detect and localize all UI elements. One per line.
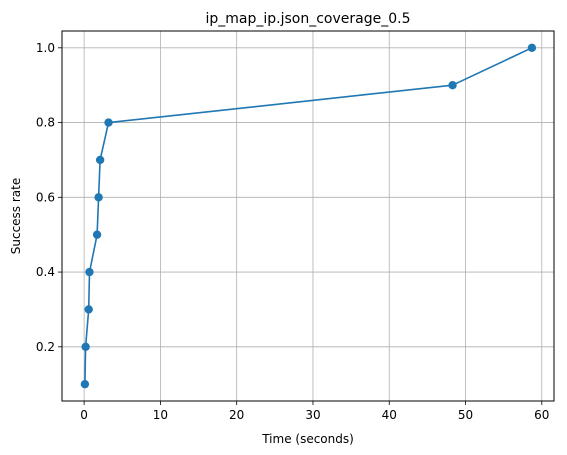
x-tick-label: 20 (229, 408, 244, 422)
x-tick-label: 50 (458, 408, 473, 422)
y-tick-label: 0.8 (36, 116, 55, 130)
data-series (80, 43, 537, 389)
x-tick-label: 0 (80, 408, 88, 422)
data-point (85, 267, 94, 277)
y-tick-label: 0.6 (36, 190, 55, 204)
data-point (448, 80, 457, 90)
x-tick-label: 40 (382, 408, 397, 422)
data-point (92, 230, 102, 239)
y-axis-label: Success rate (9, 178, 23, 255)
data-point (94, 193, 103, 202)
axis-ticks: 0 10 20 30 40 50 60 0.2 0.4 0.6 0.8 1.0 (36, 41, 550, 422)
data-point (104, 118, 113, 127)
y-tick-label: 0.2 (36, 340, 55, 354)
data-point (95, 155, 105, 165)
data-point (527, 43, 537, 53)
series-line (84, 47, 533, 385)
x-tick-label: 60 (534, 408, 549, 422)
y-tick-label: 0.4 (36, 265, 55, 279)
grid (62, 31, 554, 401)
x-axis-label: Time (seconds) (261, 432, 354, 446)
data-point (81, 342, 90, 352)
y-tick-label: 1.0 (36, 41, 55, 55)
x-tick-label: 10 (153, 408, 168, 422)
plot-area-frame (61, 30, 555, 402)
chart-title: ip_map_ip.json_coverage_0.5 (206, 11, 411, 27)
data-point (80, 379, 90, 389)
x-tick-label: 30 (305, 408, 320, 422)
data-point (84, 305, 93, 314)
